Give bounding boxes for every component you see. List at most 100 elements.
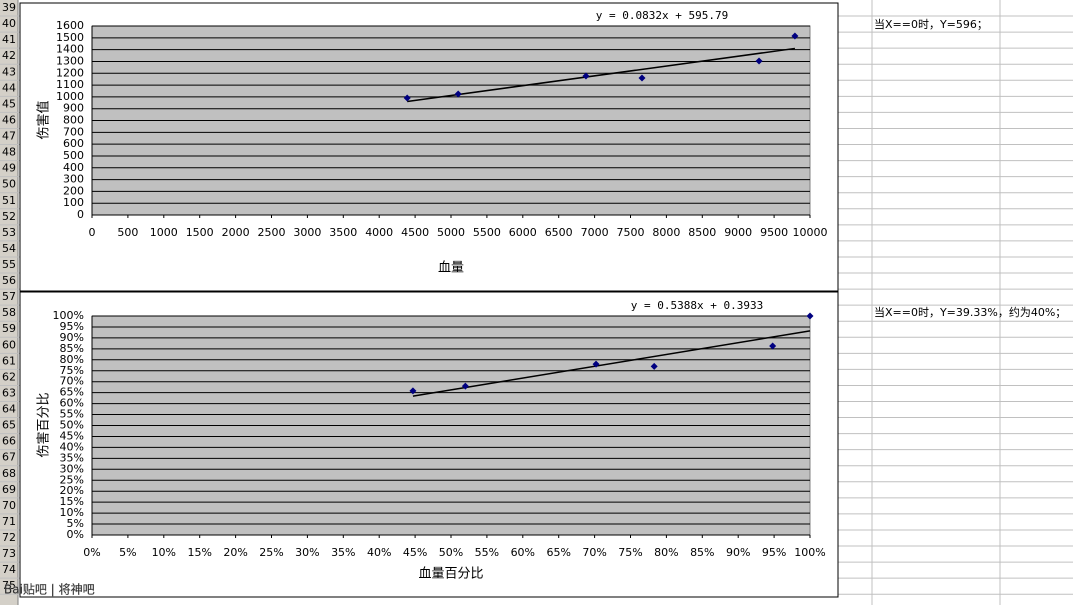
data-point — [403, 94, 411, 102]
x-tick-label: 0% — [83, 546, 100, 559]
row-number: 62 — [2, 370, 16, 383]
y-tick-label: 90% — [60, 331, 84, 344]
y-tick-label: 500 — [63, 149, 84, 162]
row-number: 55 — [2, 258, 16, 271]
x-tick-label: 25% — [259, 546, 283, 559]
x-tick-label: 4000 — [365, 226, 393, 239]
y-tick-label: 20% — [60, 484, 84, 497]
x-tick-label: 9000 — [724, 226, 752, 239]
row-number: 57 — [2, 290, 16, 303]
row-number: 53 — [2, 226, 16, 239]
row-number: 60 — [2, 338, 16, 351]
data-point — [592, 360, 600, 368]
y-tick-label: 95% — [60, 320, 84, 333]
x-tick-label: 6000 — [509, 226, 537, 239]
data-point — [409, 387, 417, 395]
row-number: 39 — [2, 1, 16, 14]
x-tick-label: 500 — [117, 226, 138, 239]
y-tick-label: 85% — [60, 342, 84, 355]
x-tick-label: 80% — [654, 546, 678, 559]
row-number: 71 — [2, 515, 16, 528]
data-point — [454, 90, 462, 98]
x-tick-label: 40% — [367, 546, 391, 559]
x-tick-label: 5500 — [473, 226, 501, 239]
y-tick-label: 100% — [53, 309, 84, 322]
row-number: 67 — [2, 451, 16, 464]
y-tick-label: 30% — [60, 462, 84, 475]
y-tick-label: 5% — [67, 517, 84, 530]
row-number: 54 — [2, 242, 16, 255]
row-header — [0, 0, 18, 605]
row-number: 43 — [2, 65, 16, 78]
data-point — [638, 74, 646, 82]
row-number: 72 — [2, 531, 16, 544]
x-tick-label: 10% — [152, 546, 176, 559]
x-tick-label: 1500 — [186, 226, 214, 239]
x-tick-label: 35% — [331, 546, 355, 559]
row-number: 61 — [2, 354, 16, 367]
y-tick-label: 45% — [60, 429, 84, 442]
note: 当X==0时，Y=39.33%，约为40%； — [874, 305, 1066, 319]
x-tick-label: 20% — [223, 546, 247, 559]
chart: 0%5%10%15%20%25%30%35%40%45%50%55%60%65%… — [19, 291, 839, 598]
trendline — [412, 330, 811, 397]
x-tick-label: 90% — [726, 546, 750, 559]
data-point — [791, 32, 799, 40]
y-tick-label: 1100 — [56, 78, 84, 91]
trendline-equation: y = 0.0832x + 595.79 — [596, 9, 728, 22]
row-number: 68 — [2, 467, 16, 480]
x-tick-label: 100% — [794, 546, 825, 559]
data-point — [461, 382, 469, 390]
x-tick-label: 5% — [119, 546, 136, 559]
y-tick-label: 0% — [67, 528, 84, 541]
x-tick-label: 8500 — [688, 226, 716, 239]
x-tick-label: 5000 — [437, 226, 465, 239]
y-tick-label: 1600 — [56, 19, 84, 32]
row-number: 49 — [2, 162, 16, 175]
y-tick-label: 10% — [60, 506, 84, 519]
y-tick-label: 50% — [60, 419, 84, 432]
y-tick-label: 75% — [60, 364, 84, 377]
x-tick-label: 10000 — [793, 226, 828, 239]
x-tick-label: 3000 — [293, 226, 321, 239]
x-tick-label: 8000 — [652, 226, 680, 239]
row-number: 45 — [2, 97, 16, 110]
row-number: 40 — [2, 17, 16, 30]
x-tick-label: 85% — [690, 546, 714, 559]
y-tick-label: 600 — [63, 137, 84, 150]
y-tick-label: 80% — [60, 353, 84, 366]
row-number: 75 — [2, 579, 16, 592]
x-tick-label: 75% — [618, 546, 642, 559]
trendline — [407, 47, 796, 103]
y-tick-label: 70% — [60, 375, 84, 388]
y-tick-label: 1400 — [56, 43, 84, 56]
x-tick-label: 9500 — [760, 226, 788, 239]
x-tick-label: 2500 — [258, 226, 286, 239]
row-number: 65 — [2, 419, 16, 432]
y-tick-label: 55% — [60, 408, 84, 421]
y-tick-label: 200 — [63, 184, 84, 197]
y-tick-label: 60% — [60, 397, 84, 410]
row-number: 48 — [2, 146, 16, 159]
x-tick-label: 15% — [187, 546, 211, 559]
y-tick-label: 0 — [77, 208, 84, 221]
x-tick-label: 60% — [511, 546, 535, 559]
x-tick-label: 1000 — [150, 226, 178, 239]
row-number: 63 — [2, 386, 16, 399]
watermark: Bai贴吧 | 将神吧 — [4, 583, 95, 597]
row-number: 69 — [2, 483, 16, 496]
data-point — [582, 72, 590, 80]
x-tick-label: 55% — [475, 546, 499, 559]
trendline-equation: y = 0.5388x + 0.3933 — [631, 299, 763, 312]
x-tick-label: 7500 — [617, 226, 645, 239]
row-number: 51 — [2, 194, 16, 207]
row-number: 44 — [2, 81, 16, 94]
y-tick-label: 1000 — [56, 90, 84, 103]
x-tick-label: 65% — [546, 546, 570, 559]
y-tick-label: 1500 — [56, 31, 84, 44]
x-tick-label: 2000 — [222, 226, 250, 239]
y-tick-label: 100 — [63, 196, 84, 209]
y-tick-label: 65% — [60, 386, 84, 399]
x-axis-title: 血量百分比 — [418, 567, 483, 582]
